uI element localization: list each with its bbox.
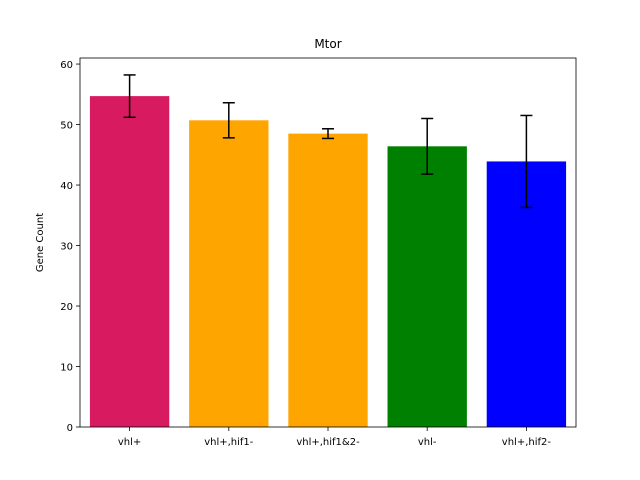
y-tick-label: 40 xyxy=(60,181,73,192)
y-tick-label: 30 xyxy=(60,242,73,253)
x-tick-label: vhl- xyxy=(418,437,437,448)
chart-title: Mtor xyxy=(314,37,341,51)
x-tick-label: vhl+,hif1&2- xyxy=(296,437,360,448)
y-tick-label: 50 xyxy=(60,121,73,132)
x-tick-label: vhl+,hif1- xyxy=(204,437,254,448)
plot-area: vhl+ vhl+,hif1- vhl+,hif1&2- vhl-vhl+,hif2-… xyxy=(60,57,577,448)
axes-frame xyxy=(79,57,577,428)
bar xyxy=(387,146,467,427)
y-tick-label: 20 xyxy=(60,302,73,313)
y-tick-label: 60 xyxy=(60,60,73,71)
y-tick-label: 10 xyxy=(60,363,73,374)
bar xyxy=(89,96,170,427)
x-tick-label: vhl+,hif2- xyxy=(502,437,552,448)
bar xyxy=(189,120,269,428)
y-axis-title: Gene Count xyxy=(35,213,46,272)
x-tick-label: vhl+ xyxy=(118,437,141,448)
bar xyxy=(288,133,368,428)
y-tick-label: 0 xyxy=(67,423,73,434)
